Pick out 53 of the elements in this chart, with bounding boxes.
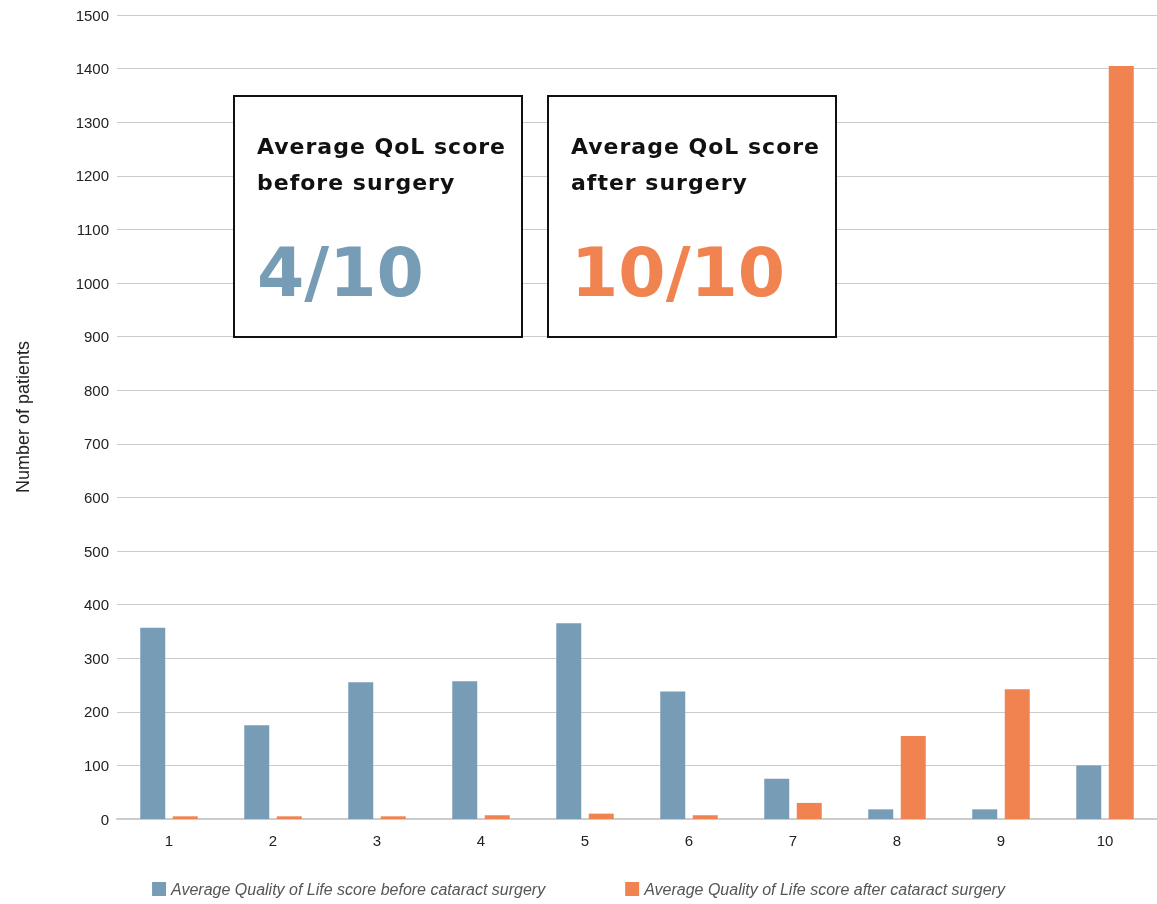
bar — [588, 813, 614, 819]
y-tick-label: 1300 — [75, 113, 109, 131]
x-tick-label: 10 — [1096, 832, 1114, 849]
y-tick-label: 1100 — [76, 220, 109, 238]
y-tick-label: 1500 — [75, 6, 109, 24]
x-tick-label: 3 — [372, 832, 382, 849]
bar — [348, 682, 374, 819]
y-tick-label: 100 — [83, 756, 109, 774]
y-tick-label: 700 — [83, 435, 109, 453]
annotation: 4/10 — [257, 233, 424, 312]
y-tick-label: 1400 — [75, 60, 109, 78]
annotation: Average QoL score before surgery — [257, 133, 507, 197]
bar — [276, 816, 302, 819]
bar — [796, 802, 822, 819]
y-tick-label: 0 — [100, 810, 109, 828]
x-tick-label: 2 — [268, 832, 278, 849]
x-tick-label: 1 — [164, 832, 174, 849]
bar — [556, 623, 582, 819]
bar — [380, 816, 406, 819]
y-tick-label: 800 — [83, 381, 109, 399]
x-tick-label: 5 — [580, 832, 590, 849]
bar — [1108, 65, 1134, 819]
legend-label: Average Quality of Life score before cataract surgery — [170, 880, 547, 898]
annotation: 10/10 — [571, 233, 786, 312]
y-tick-label: 600 — [83, 488, 109, 506]
x-tick-label: 8 — [892, 832, 902, 849]
x-tick-label: 4 — [476, 832, 486, 849]
bar — [484, 815, 510, 819]
annotation: Average QoL score after surgery — [571, 133, 821, 197]
bar — [244, 725, 270, 819]
bar — [172, 816, 198, 819]
legend-label: Average Quality of Life score after cataract surgery — [643, 880, 1006, 898]
bar — [900, 735, 926, 819]
y-tick-label: 300 — [83, 649, 109, 667]
bar — [1004, 689, 1030, 819]
y-tick-label: 500 — [83, 542, 109, 560]
y-axis-title: Number of patients — [13, 340, 33, 494]
bar — [140, 627, 166, 819]
y-tick-label: 200 — [83, 703, 109, 721]
x-tick-label: 7 — [788, 832, 798, 849]
y-tick-label: 1000 — [75, 274, 109, 292]
bar — [868, 809, 894, 819]
bar — [972, 809, 998, 819]
y-tick-label: 400 — [83, 596, 109, 614]
bar — [764, 778, 790, 819]
bar — [692, 815, 718, 819]
x-tick-label: 6 — [684, 832, 694, 849]
y-tick-label: 1200 — [75, 167, 109, 185]
bar — [660, 691, 686, 819]
y-tick-label: 900 — [83, 328, 109, 346]
bar — [1076, 765, 1102, 819]
x-tick-label: 9 — [996, 832, 1006, 849]
bar — [452, 681, 478, 819]
